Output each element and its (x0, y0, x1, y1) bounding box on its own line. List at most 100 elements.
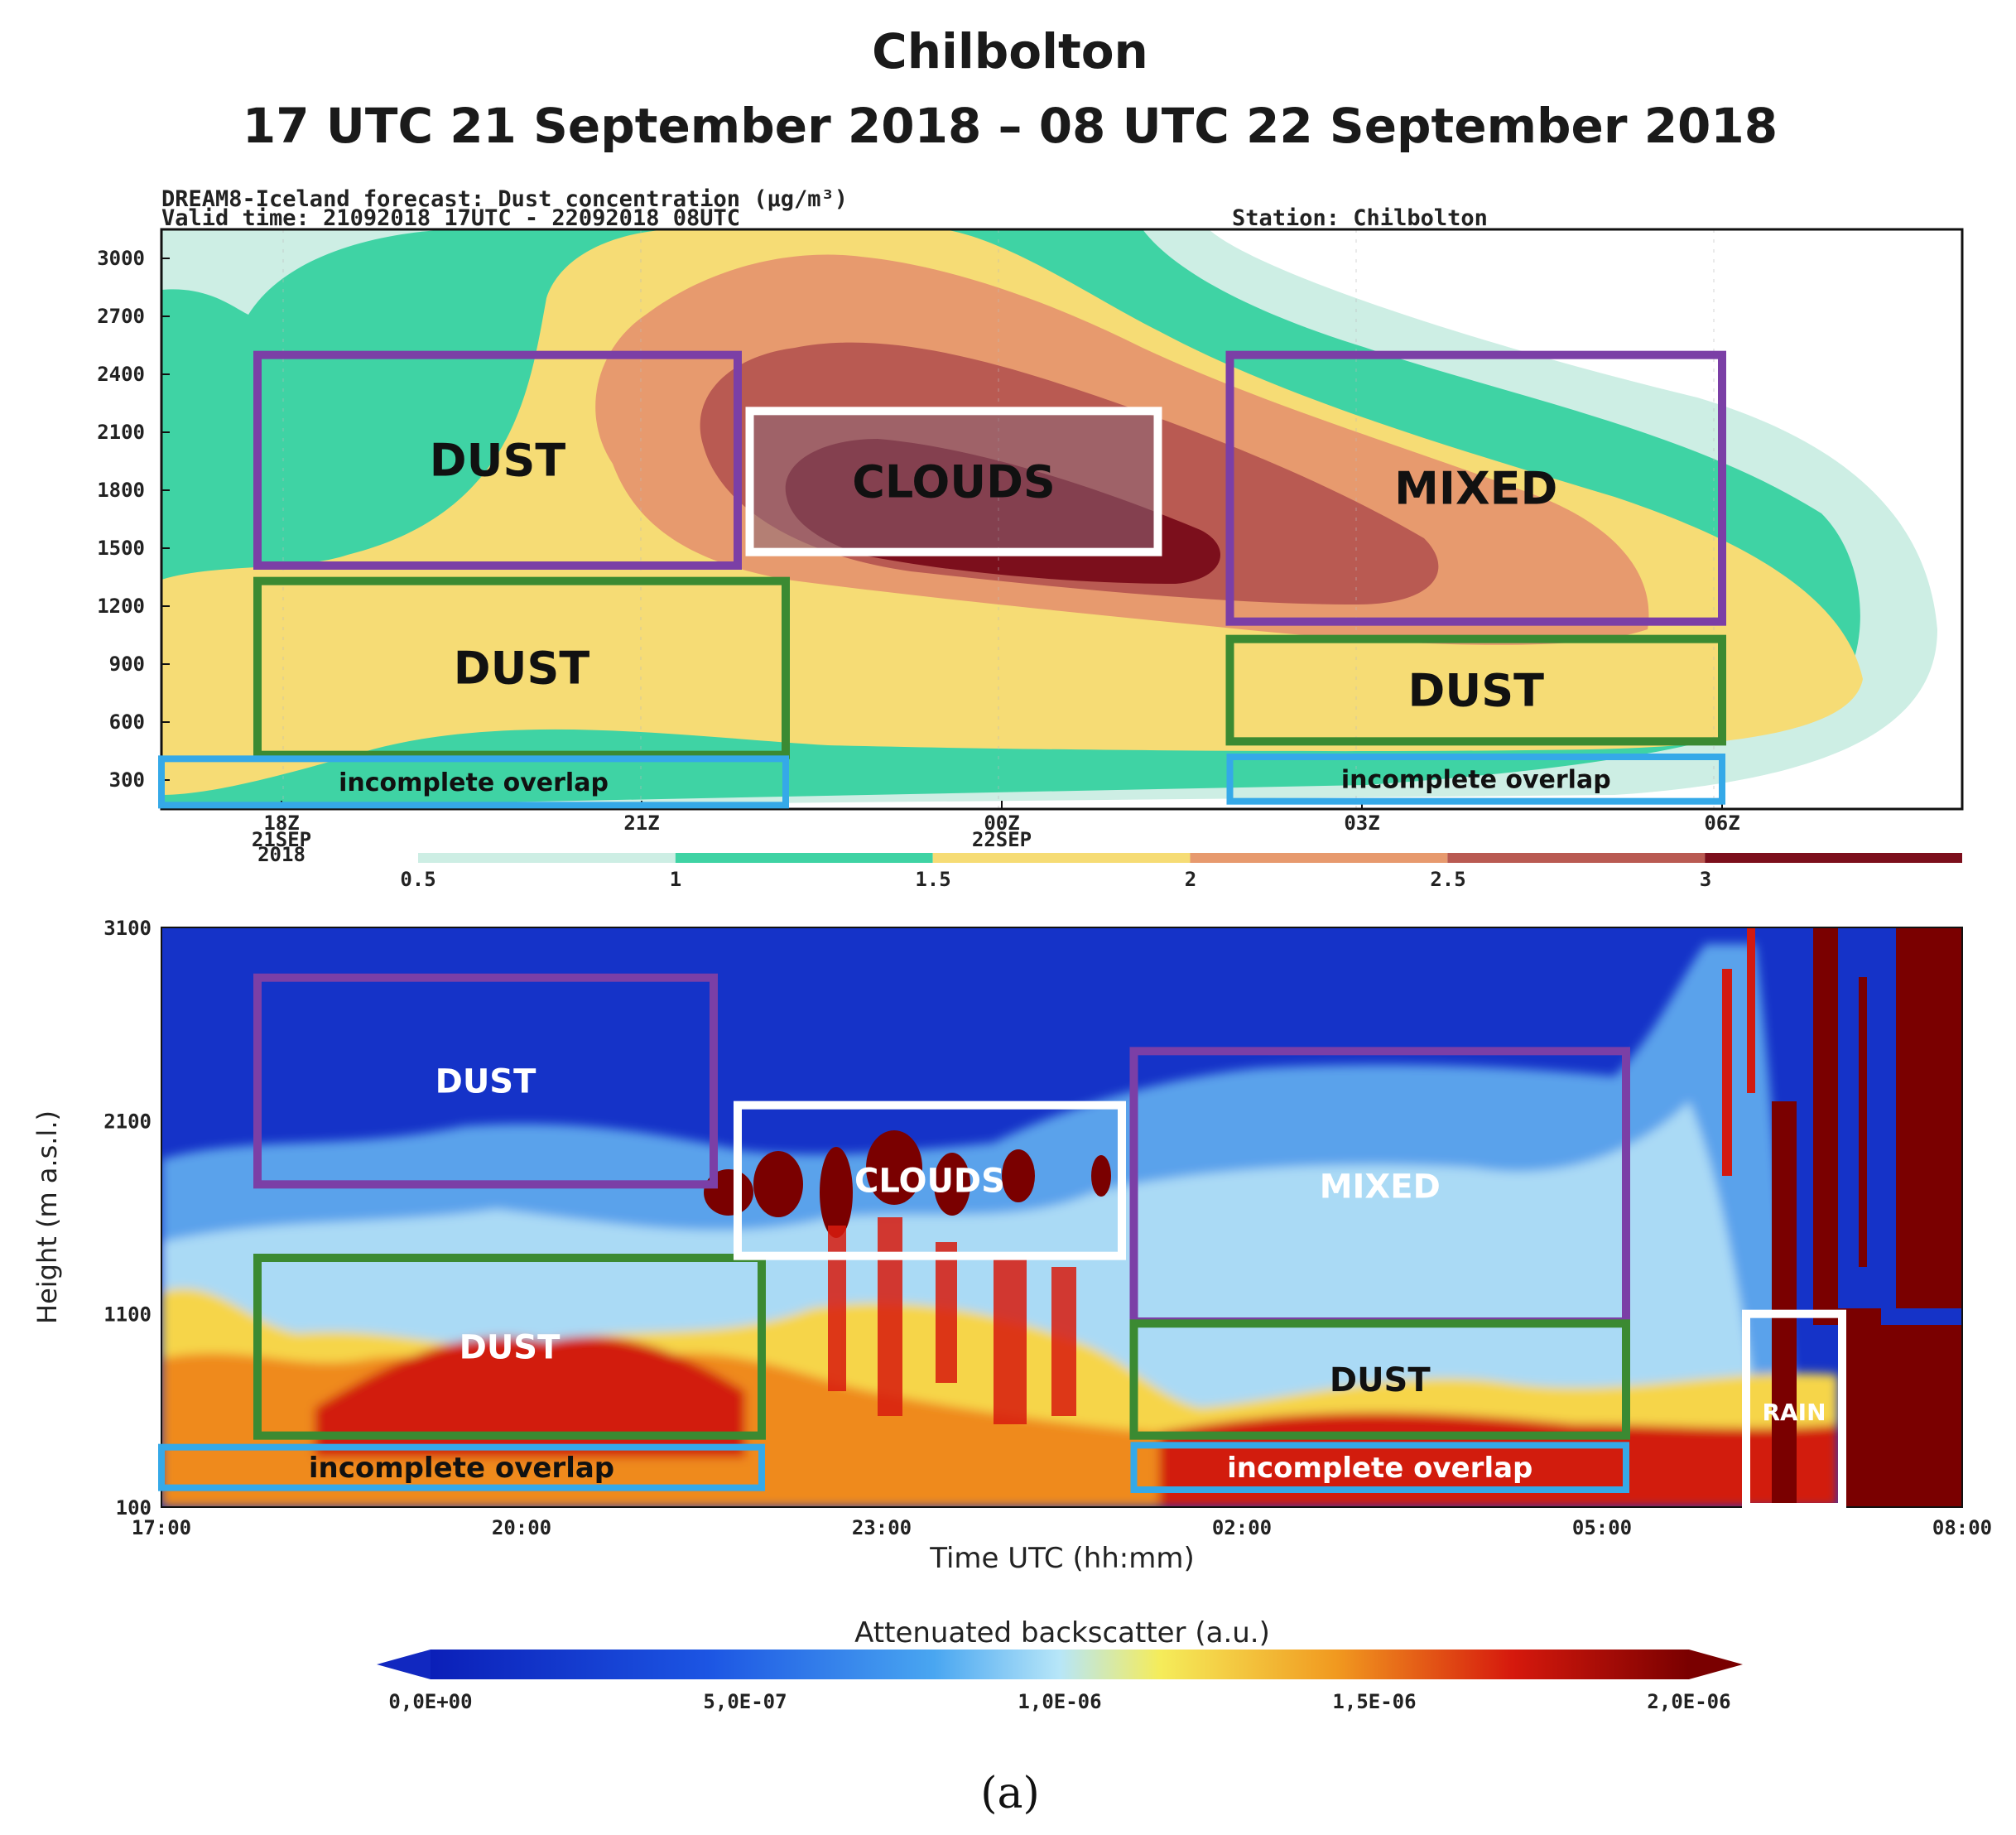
annotation-label-clouds: CLOUDS (852, 455, 1056, 508)
lidar-y-tick-label: 3100 (103, 917, 152, 940)
forecast-colorbar-segment (1190, 853, 1448, 863)
forecast-y-tick-label: 1200 (97, 595, 145, 618)
annotation-label-mixed: MIXED (1394, 463, 1557, 515)
lidar-colorbar: 0,0E+00 5,0E-07 1,0E-06 1,5E-06 2,0E-06 (377, 1650, 1743, 1713)
annotation-label-dust_lower: DUST (1408, 664, 1545, 716)
annotation-label-overlap: incomplete overlap (1341, 765, 1611, 794)
lidar-x-tick-label: 08:00 (1932, 1516, 1992, 1539)
forecast-panel: DREAM8-Iceland forecast: Dust concentrat… (97, 186, 1964, 891)
annotation-box-dust_lower (253, 1254, 766, 1440)
cloud-cells (704, 1130, 1111, 1238)
lidar-x-tick-label: 23:00 (852, 1516, 912, 1539)
annotation-box-overlap (158, 755, 789, 809)
annotation-label-dust_lower: DUST (459, 1328, 561, 1366)
figure-subtitle: 17 UTC 21 September 2018 – 08 UTC 22 Sep… (243, 98, 1778, 154)
forecast-colorbar-segment (675, 853, 933, 863)
forecast-y-axis: 3000 2700 2400 2100 1800 1500 1200 900 600 300 (97, 247, 170, 792)
forecast-x-tick-sublabel: 2018 (257, 843, 306, 866)
forecast-colorbar: 0.5 1 1.5 2 2.5 3 (400, 853, 1962, 891)
forecast-x-tick-label: 18Z (263, 812, 299, 835)
forecast-colorbar-tick-label: 1.5 (915, 868, 950, 891)
lidar-y-axis: 3100 2100 1100 100 (103, 917, 152, 1520)
colorbar-tick-labels: 0,0E+00 5,0E-07 1,0E-06 1,5E-06 2,0E-06 (388, 1690, 1730, 1713)
lidar-x-axis: 17:00 20:00 23:00 02:00 05:00 08:00 (132, 1516, 1992, 1539)
forecast-x-tick-sublabel: 21SEP (252, 828, 311, 851)
colorbar-gradient (431, 1650, 1689, 1679)
forecast-x-tick-sublabel: 22SEP (972, 828, 1032, 851)
lidar-plot-frame (161, 927, 1963, 1508)
forecast-y-tick-label: 3000 (97, 247, 145, 270)
annotation-label-overlap: incomplete overlap (339, 768, 609, 797)
annotation-box-dust_lower (1129, 1319, 1630, 1440)
lidar-y-tick-label: 2100 (103, 1110, 152, 1133)
annotation-label-dust_upper: DUST (430, 435, 566, 487)
annotation-box-clouds (734, 1101, 1126, 1260)
forecast-colorbar-segment (932, 853, 1191, 863)
annotation-box-mixed (1225, 350, 1726, 626)
annotation-label-overlap: incomplete overlap (1227, 1452, 1532, 1485)
lidar-panel: 3100 2100 1100 100 17:00 20:00 23:00 02:00 05:0… (31, 917, 1992, 1713)
forecast-y-tick-label: 2400 (97, 363, 145, 386)
forecast-y-tick-label: 2100 (97, 421, 145, 444)
annotation-box-dust_lower (1225, 634, 1726, 746)
lidar-colorbar-tick-label: 5,0E-07 (703, 1690, 787, 1713)
forecast-y-tick-label: 2700 (97, 305, 145, 328)
annotation-label-mixed: MIXED (1320, 1168, 1441, 1206)
lidar-y-axis-label: Height (m a.s.l.) (31, 1110, 63, 1324)
annotation-box-overlap (1130, 1442, 1629, 1494)
forecast-y-tick-label: 600 (109, 710, 145, 734)
forecast-station-label: Station: Chilbolton (1232, 205, 1488, 231)
forecast-colorbar-segment (418, 853, 676, 863)
lidar-x-tick-label: 17:00 (132, 1516, 191, 1539)
annotation-box-overlap (158, 1443, 765, 1491)
lidar-x-axis-label: Time UTC (hh:mm) (929, 1542, 1195, 1575)
annotation-label-dust_lower: DUST (454, 643, 590, 695)
forecast-plot-frame (160, 228, 1964, 811)
forecast-colorbar-tick-label: 2 (1185, 868, 1196, 891)
lidar-colorbar-tick-label: 1,5E-06 (1332, 1690, 1416, 1713)
lidar-x-tick-label: 02:00 (1212, 1516, 1272, 1539)
lidar-colorbar-tick-label: 1,0E-06 (1018, 1690, 1101, 1713)
forecast-x-tick-label: 06Z (1704, 812, 1739, 835)
forecast-colorbar-segment (1705, 853, 1962, 863)
forecast-x-tick-label: 21Z (623, 812, 659, 835)
figure-title: Chilbolton (872, 23, 1148, 79)
colorbar-max-arrow (1689, 1650, 1743, 1679)
lidar-annotations: DUST DUST incomplete overlap CLOUDS MIXED DUS… (158, 973, 1846, 1511)
forecast-y-tick-label: 900 (109, 653, 145, 676)
forecast-y-tick-label: 1500 (97, 537, 145, 560)
lidar-x-tick-label: 20:00 (492, 1516, 551, 1539)
annotation-box-dust_lower (253, 576, 790, 759)
annotation-label-clouds: CLOUDS (854, 1163, 1005, 1201)
low-aerosol-red (315, 1336, 745, 1457)
forecast-header-line2: Valid time: 21092018 17UTC - 22092018 08… (161, 205, 740, 231)
forecast-colorbar-tick-label: 0.5 (400, 868, 435, 891)
clouds-box-shade (749, 411, 1158, 552)
lidar-colorbar-tick-label: 0,0E+00 (388, 1690, 472, 1713)
annotation-box-dust_upper (253, 973, 718, 1189)
forecast-x-tick-label: 00Z (984, 812, 1019, 835)
lidar-field (161, 927, 1962, 1507)
annotation-label-overlap: incomplete overlap (309, 1452, 614, 1485)
forecast-colorbar-tick-label: 2.5 (1430, 868, 1465, 891)
annotation-box-dust_upper (253, 350, 742, 570)
forecast-x-tick-label: 03Z (1344, 812, 1379, 835)
annotation-box-clouds (745, 407, 1162, 556)
forecast-colorbar-tick-label: 3 (1700, 868, 1711, 891)
panel-label: (a) (980, 1769, 1040, 1818)
lidar-colorbar-title: Attenuated backscatter (a.u.) (854, 1616, 1270, 1650)
forecast-colorbar-segment (1447, 853, 1706, 863)
forecast-annotations: DUST DUST incomplete overlap CLOUDS MIXED DUS… (158, 350, 1726, 809)
forecast-colorbar-tick-label: 1 (670, 868, 681, 891)
lidar-x-tick-label: 05:00 (1572, 1516, 1632, 1539)
colorbar-min-arrow (377, 1650, 431, 1679)
lidar-y-tick-label: 100 (116, 1496, 152, 1520)
lidar-y-tick-label: 1100 (103, 1303, 152, 1327)
annotation-label-dust_lower: DUST (1330, 1361, 1431, 1399)
forecast-y-tick-label: 1800 (97, 479, 145, 502)
annotation-label-dust_upper: DUST (435, 1063, 536, 1101)
annotation-label-rain: RAIN (1762, 1399, 1826, 1426)
annotation-box-rain (1742, 1309, 1846, 1511)
lidar-colorbar-tick-label: 2,0E-06 (1647, 1690, 1730, 1713)
